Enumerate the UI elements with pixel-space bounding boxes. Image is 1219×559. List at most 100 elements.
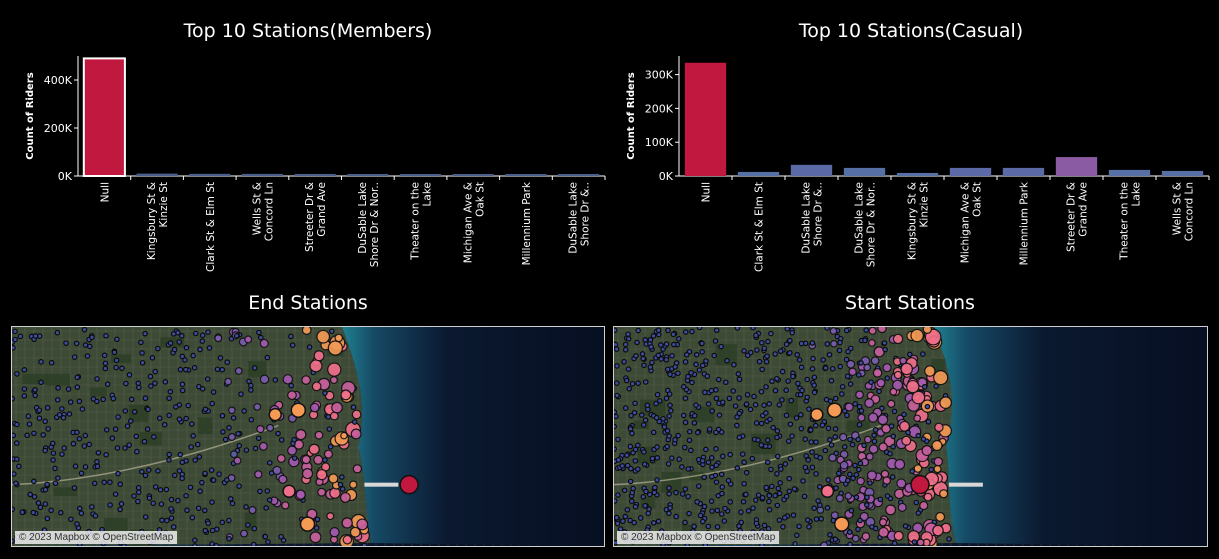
station-dot [159,517,165,523]
y-tick-label: 300K [645,69,674,82]
park-area [785,397,799,418]
station-dot [846,471,853,478]
station-dot [632,503,639,510]
station-dot [915,432,922,439]
station-dot [52,465,58,472]
station-dot [291,455,298,461]
station-dot [70,440,77,447]
station-dot [197,488,203,495]
park-area [244,512,257,531]
station-dot [144,426,151,432]
station-dot [82,432,89,439]
station-dot [145,467,152,473]
station-dot [42,501,49,507]
station-dot [785,438,792,444]
station-dot [699,349,705,355]
station-dot [155,468,161,474]
station-dot [135,489,142,496]
bar [82,57,126,177]
station-dot [17,333,24,340]
station-dot [641,362,647,369]
station-dot [664,366,671,373]
station-dot [150,500,157,507]
station-dot [122,445,128,451]
station-dot [817,502,823,508]
station-dot [811,374,818,381]
station-dot [36,407,43,414]
x-tick-label: Oak St [474,182,486,217]
station-dot [675,432,681,439]
station-dot [314,516,321,523]
station-dot [252,365,258,371]
x-tick-label: Shore Dr & Nor.. [369,182,381,267]
station-dot [673,513,679,520]
station-dot [933,456,943,467]
station-dot [45,426,51,432]
station-dot [21,393,28,399]
station-dot [767,416,773,423]
station-dot [61,445,67,451]
station-dot [614,341,619,348]
station-dot [128,396,135,403]
station-dot [928,466,934,473]
station-dot [42,486,49,493]
station-dot [861,532,871,541]
station-dot [12,471,17,477]
station-dot [138,339,144,346]
station-dot [871,438,878,445]
station-dot [832,434,838,440]
station-dot [787,455,794,462]
station-dot [259,374,270,385]
end-stations-map[interactable]: © 2023 Mapbox © OpenStreetMap [11,326,605,547]
station-dot [289,342,296,348]
station-dot [708,387,715,394]
station-dot [783,387,790,394]
station-dot [50,457,56,463]
station-dot [801,493,808,500]
station-dot [866,470,877,481]
station-dot [725,477,732,484]
park-area [715,344,737,366]
station-dot [614,346,620,352]
station-dot [614,423,618,430]
station-dot [202,406,209,413]
station-dot [48,444,55,450]
start-stations-map-canvas[interactable] [614,327,1207,546]
station-dot [164,517,170,524]
station-dot [272,465,282,476]
map-attribution[interactable]: © 2023 Mapbox © OpenStreetMap [15,531,178,544]
station-dot [817,455,823,461]
station-dot [340,389,352,401]
station-dot-large [290,402,307,418]
station-dot [94,458,100,465]
station-dot [245,522,251,528]
station-dot [812,422,819,429]
bar [737,171,780,176]
end-stations-map-canvas[interactable] [12,327,604,546]
station-dot [326,426,333,432]
station-dot [719,484,726,490]
station-dot [781,514,788,521]
station-dot [689,379,695,386]
station-dot [278,437,285,443]
station-dot [176,468,183,474]
station-dot [179,387,186,394]
y-axis-title: Count of Riders [626,72,637,159]
station-dot [350,428,362,440]
start-stations-map[interactable]: © 2023 Mapbox © OpenStreetMap [613,326,1208,547]
station-dot [202,470,208,477]
station-dot [230,415,237,421]
station-dot [176,416,183,422]
station-dot [168,506,174,512]
map-attribution[interactable]: © 2023 Mapbox © OpenStreetMap [617,531,780,544]
station-dot [827,532,833,538]
station-dot [136,384,142,391]
station-dot [920,436,927,442]
station-dot [667,402,673,408]
station-dot [668,455,675,461]
station-dot [891,408,898,415]
station-dot [192,330,199,337]
station-dot [127,418,134,424]
station-dot [868,339,876,347]
station-dot [785,378,791,384]
